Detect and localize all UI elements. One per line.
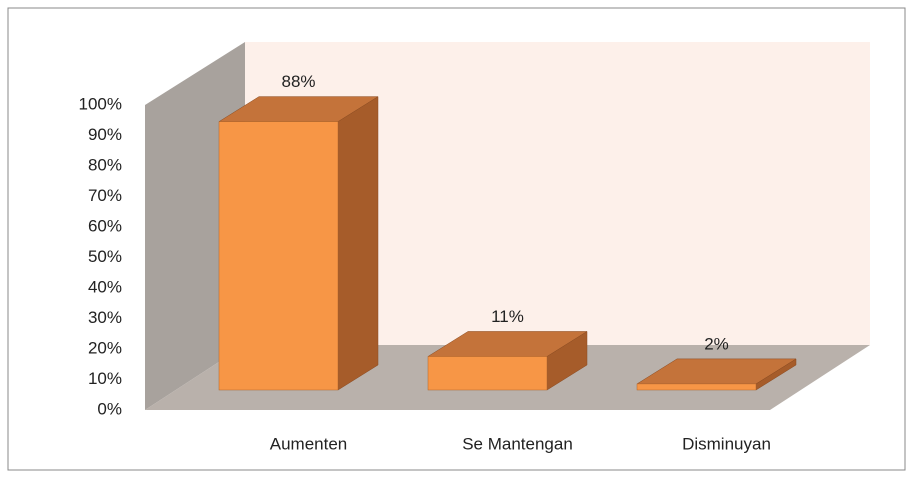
data-label: 88%: [281, 72, 315, 91]
y-tick-label: 0%: [97, 399, 122, 418]
bar-side: [337, 96, 379, 391]
y-tick-label: 20%: [88, 338, 122, 357]
y-tick-label: 30%: [88, 308, 122, 327]
x-tick-label: Se Mantengan: [462, 434, 573, 453]
data-label: 11%: [491, 307, 524, 326]
y-tick-label: 10%: [88, 369, 122, 388]
y-tick-label: 50%: [88, 247, 122, 266]
y-tick-label: 80%: [88, 155, 122, 174]
y-tick-label: 60%: [88, 216, 122, 235]
y-tick-label: 100%: [79, 94, 122, 113]
x-tick-label: Aumenten: [270, 434, 348, 453]
data-label: 2%: [704, 334, 729, 353]
y-tick-label: 40%: [88, 277, 122, 296]
y-tick-label: 90%: [88, 125, 122, 144]
bar: [427, 356, 548, 391]
back-wall: [245, 42, 870, 345]
bar: [636, 383, 757, 391]
bar: [218, 121, 339, 391]
x-tick-label: Disminuyan: [682, 434, 771, 453]
y-tick-label: 70%: [88, 186, 122, 205]
